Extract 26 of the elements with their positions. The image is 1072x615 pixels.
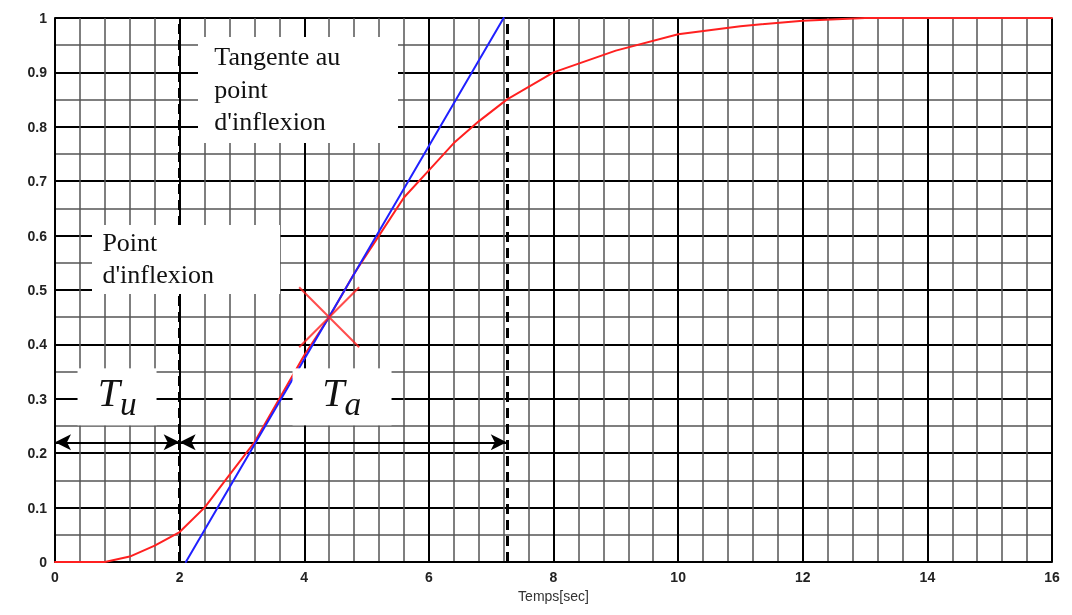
y-tick-label: 0.7 [27,173,48,190]
x-tick-label: 12 [794,569,811,585]
annotation: Point d'inflexion [92,224,281,294]
annotation: T$_{a}$ [292,368,392,426]
y-tick-label: 0.2 [27,445,48,462]
y-tick-label: 1 [39,10,48,26]
annotation: T$_{u}$ [77,368,157,426]
y-tick-label: 0 [39,554,48,570]
x-tick-label: 10 [670,569,687,585]
x-tick-label: 4 [300,569,309,585]
x-axis-title: Temps[sec] [518,587,589,604]
x-tick-label: 0 [51,569,60,585]
x-tick-label: 16 [1044,569,1060,585]
x-tick-label: 6 [424,569,433,585]
x-tick-label: 14 [919,569,936,585]
y-tick-label: 0.6 [27,227,48,244]
x-tick-label: 8 [549,569,558,585]
x-tick-label: 2 [175,569,184,585]
line-series [54,17,1053,563]
y-tick-label: 0.1 [27,499,48,516]
y-tick-label: 0.3 [27,390,48,407]
annotation: Tangente au point d'inflexion [198,37,399,143]
y-tick-label: 0.9 [27,64,48,81]
y-tick-label: 0.4 [27,336,48,353]
y-tick-label: 0.5 [27,282,48,298]
y-tick-label: 0.8 [27,118,48,135]
